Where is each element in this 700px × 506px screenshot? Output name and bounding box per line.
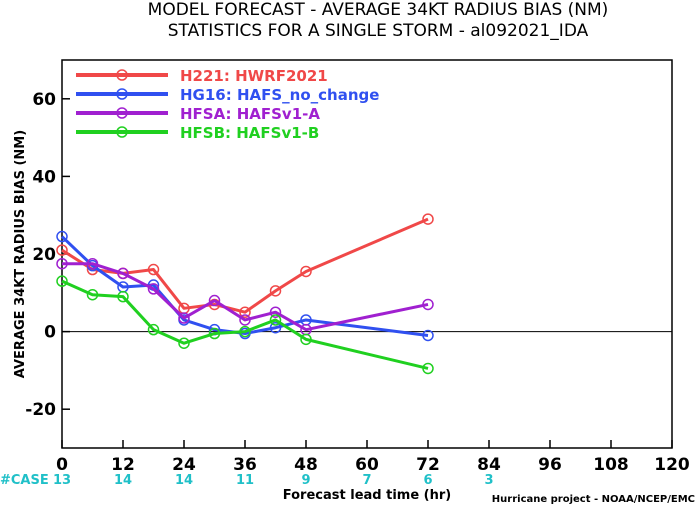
data-point bbox=[422, 298, 434, 311]
chart-title-line2: STATISTICS FOR A SINGLE STORM - al092021… bbox=[168, 21, 589, 41]
x-tick-label: 36 bbox=[233, 455, 257, 475]
y-tick-label: -20 bbox=[25, 400, 56, 420]
legend-swatch-marker bbox=[116, 88, 128, 100]
y-tick-label: 40 bbox=[32, 167, 56, 187]
x-tick-label: 108 bbox=[593, 455, 629, 475]
case-count: 14 bbox=[114, 473, 132, 488]
plot-frame bbox=[61, 59, 673, 449]
data-point bbox=[56, 244, 68, 256]
data-point bbox=[208, 294, 221, 307]
case-count: 11 bbox=[236, 473, 254, 488]
data-point bbox=[147, 323, 160, 336]
case-row-label: #CASE bbox=[0, 473, 49, 488]
data-point bbox=[239, 314, 251, 326]
legend-entry: HFSA: HAFSv1-A bbox=[180, 105, 320, 123]
x-tick-label: 72 bbox=[416, 455, 440, 475]
x-axis-label: Forecast lead time (hr) bbox=[283, 488, 451, 503]
data-point bbox=[178, 337, 190, 349]
legend-entry: H221: HWRF2021 bbox=[180, 67, 328, 85]
x-tick-label: 12 bbox=[111, 455, 135, 475]
credit-text: Hurricane project - NOAA/NCEP/EMC bbox=[492, 494, 695, 505]
case-count-row: #CASE 13 14 14 11 9 7 6 3 bbox=[0, 473, 494, 488]
data-point bbox=[269, 285, 282, 297]
case-count: 9 bbox=[301, 473, 310, 488]
case-count: 14 bbox=[175, 473, 193, 488]
x-tick-label: 0 bbox=[56, 455, 68, 475]
data-point bbox=[56, 275, 68, 287]
data-point bbox=[147, 283, 160, 295]
x-tick-label: 60 bbox=[355, 455, 379, 475]
x-tick-label: 24 bbox=[172, 455, 196, 475]
data-point bbox=[86, 257, 99, 270]
series-line bbox=[61, 217, 429, 314]
series-line bbox=[60, 235, 429, 337]
series-layer bbox=[56, 213, 434, 375]
legend-swatch-marker bbox=[116, 69, 128, 81]
data-point bbox=[178, 312, 190, 324]
data-point bbox=[239, 325, 251, 338]
chart-title-line1: MODEL FORECAST - AVERAGE 34KT RADIUS BIA… bbox=[148, 0, 609, 20]
data-point bbox=[422, 329, 434, 342]
x-tick-label: 48 bbox=[294, 455, 318, 475]
legend-entry: HFSB: HAFSv1-B bbox=[180, 124, 319, 142]
case-count: 3 bbox=[484, 473, 493, 488]
data-point bbox=[86, 288, 99, 301]
data-point bbox=[147, 263, 160, 276]
y-tick-label: 60 bbox=[32, 90, 56, 110]
y-axis-ticks: -20 0 20 40 60 bbox=[25, 90, 70, 420]
data-point bbox=[269, 306, 282, 318]
x-tick-label: 84 bbox=[477, 455, 501, 475]
data-point bbox=[269, 321, 282, 334]
legend-swatch-marker bbox=[116, 126, 128, 138]
y-axis-label: AVERAGE 34KT RADIUS BIAS (NM) bbox=[13, 130, 28, 378]
data-point bbox=[117, 267, 129, 280]
data-point bbox=[208, 327, 221, 340]
case-count: 7 bbox=[362, 473, 371, 488]
case-count: 13 bbox=[53, 473, 71, 488]
data-point bbox=[239, 306, 251, 318]
data-point bbox=[56, 230, 68, 243]
case-count: 6 bbox=[423, 473, 432, 488]
y-tick-label: 20 bbox=[32, 245, 56, 265]
x-tick-label: 96 bbox=[538, 455, 562, 475]
y-tick-label: 0 bbox=[44, 323, 56, 343]
data-point bbox=[300, 265, 312, 278]
series-line bbox=[62, 262, 429, 332]
data-point bbox=[422, 213, 434, 225]
x-tick-label: 120 bbox=[654, 455, 690, 475]
series-line bbox=[61, 279, 429, 370]
legend-entry: HG16: HAFS_no_change bbox=[180, 86, 379, 104]
data-point bbox=[422, 362, 434, 375]
x-axis-ticks: 0 12 24 36 48 60 72 84 96 108 120 bbox=[56, 440, 690, 475]
data-point bbox=[300, 333, 312, 346]
data-point bbox=[269, 314, 282, 326]
data-point bbox=[117, 290, 129, 303]
data-point bbox=[56, 257, 68, 270]
legend-swatch-marker bbox=[116, 107, 128, 119]
